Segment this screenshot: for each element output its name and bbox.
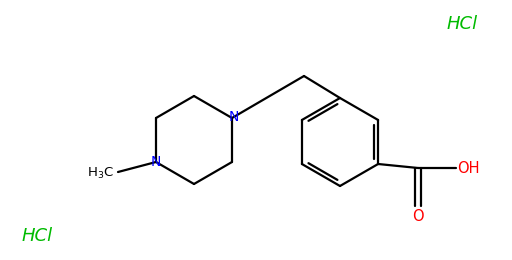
Text: N: N xyxy=(229,110,239,124)
Text: H$_3$C: H$_3$C xyxy=(87,165,114,180)
Text: HCl: HCl xyxy=(447,15,478,33)
Text: N: N xyxy=(151,155,161,169)
Text: OH: OH xyxy=(457,160,479,176)
Text: O: O xyxy=(412,209,424,224)
Text: HCl: HCl xyxy=(22,227,53,245)
